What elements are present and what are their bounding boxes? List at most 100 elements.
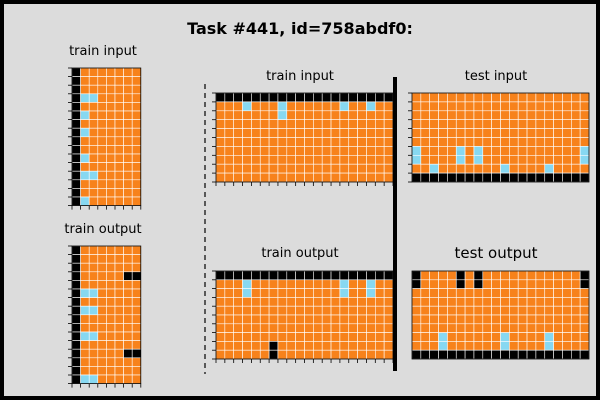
cell-orange bbox=[491, 163, 501, 174]
cell-orange bbox=[482, 332, 492, 342]
cell-orange bbox=[491, 128, 501, 138]
task-title: Task #441, id=758abdf0: bbox=[187, 19, 413, 38]
cell-orange bbox=[259, 146, 270, 156]
cell-orange bbox=[375, 323, 385, 333]
cell-black bbox=[366, 92, 376, 103]
cell-black bbox=[411, 270, 422, 281]
cell-orange bbox=[500, 279, 510, 289]
cell-orange bbox=[526, 146, 537, 156]
cell-orange bbox=[429, 155, 439, 165]
cell-cyan bbox=[80, 305, 90, 316]
cell-orange bbox=[526, 92, 537, 103]
cell-orange bbox=[571, 305, 581, 316]
cell-black bbox=[571, 349, 581, 360]
cell-orange bbox=[268, 297, 279, 307]
cell-orange bbox=[330, 279, 341, 289]
cell-orange bbox=[482, 288, 492, 298]
cell-orange bbox=[544, 137, 554, 147]
cell-orange bbox=[553, 128, 563, 138]
cell-orange bbox=[277, 305, 288, 316]
cell-black bbox=[455, 172, 466, 183]
cell-cyan bbox=[88, 374, 99, 384]
cell-orange bbox=[131, 297, 142, 307]
cell-cyan bbox=[80, 288, 90, 298]
cell-orange bbox=[544, 128, 554, 138]
cell-orange bbox=[330, 332, 341, 342]
cell-orange bbox=[88, 145, 99, 155]
cell-orange bbox=[114, 93, 124, 103]
cell-orange bbox=[215, 279, 226, 289]
cell-orange bbox=[535, 128, 546, 138]
cell-orange bbox=[233, 155, 243, 165]
cell-black bbox=[71, 314, 81, 324]
cell-orange bbox=[233, 137, 243, 147]
cell-orange bbox=[482, 270, 492, 281]
cell-orange bbox=[383, 146, 394, 156]
cell-black bbox=[357, 92, 367, 103]
cell-orange bbox=[114, 119, 124, 129]
cell-orange bbox=[268, 172, 279, 183]
cell-orange bbox=[464, 101, 475, 112]
cell-orange bbox=[106, 348, 116, 359]
cell-orange bbox=[562, 163, 572, 174]
cell-orange bbox=[251, 323, 261, 333]
cell-orange bbox=[455, 341, 466, 351]
cell-cyan bbox=[579, 146, 590, 156]
cell-orange bbox=[114, 245, 124, 255]
cell-orange bbox=[259, 279, 270, 289]
cell-orange bbox=[579, 137, 590, 147]
cell-orange bbox=[80, 84, 90, 95]
cell-orange bbox=[88, 271, 99, 281]
cell-orange bbox=[553, 163, 563, 174]
cell-black bbox=[71, 271, 81, 281]
cell-orange bbox=[330, 163, 341, 174]
cell-orange bbox=[411, 128, 422, 138]
cell-orange bbox=[330, 288, 341, 298]
cell-black bbox=[579, 172, 590, 183]
cell-orange bbox=[535, 163, 546, 174]
cell-orange bbox=[357, 314, 367, 325]
cell-orange bbox=[571, 288, 581, 298]
cell-orange bbox=[97, 119, 107, 129]
cell-orange bbox=[526, 128, 537, 138]
cell-cyan bbox=[500, 341, 510, 351]
cell-orange bbox=[330, 119, 341, 129]
cell-orange bbox=[131, 162, 142, 172]
cell-black bbox=[251, 92, 261, 103]
cell-orange bbox=[464, 119, 475, 129]
cell-black bbox=[357, 270, 367, 281]
cell-orange bbox=[313, 332, 323, 342]
cell-black bbox=[71, 67, 81, 77]
cell-orange bbox=[313, 172, 323, 183]
cell-orange bbox=[509, 270, 519, 281]
cell-orange bbox=[131, 84, 142, 95]
cell-orange bbox=[321, 119, 332, 129]
cell-orange bbox=[123, 323, 133, 333]
cell-orange bbox=[131, 262, 142, 273]
cell-black bbox=[268, 270, 279, 281]
cell-orange bbox=[447, 155, 457, 165]
cell-orange bbox=[286, 297, 296, 307]
cell-orange bbox=[304, 146, 314, 156]
cell-orange bbox=[509, 146, 519, 156]
cell-black bbox=[71, 196, 81, 206]
cell-orange bbox=[464, 146, 475, 156]
cell-orange bbox=[259, 305, 270, 316]
cell-orange bbox=[286, 128, 296, 138]
cell-orange bbox=[339, 137, 350, 147]
cell-orange bbox=[251, 288, 261, 298]
cell-orange bbox=[579, 128, 590, 138]
cell-orange bbox=[97, 179, 107, 189]
cell-orange bbox=[259, 341, 270, 351]
cell-black bbox=[224, 270, 235, 281]
cell-orange bbox=[321, 128, 332, 138]
cell-orange bbox=[491, 314, 501, 325]
cell-orange bbox=[295, 297, 305, 307]
cell-orange bbox=[114, 188, 124, 198]
cell-orange bbox=[348, 163, 358, 174]
cell-orange bbox=[131, 67, 142, 77]
cell-orange bbox=[429, 288, 439, 298]
cell-orange bbox=[517, 128, 528, 138]
cell-orange bbox=[286, 172, 296, 183]
cell-black bbox=[304, 92, 314, 103]
